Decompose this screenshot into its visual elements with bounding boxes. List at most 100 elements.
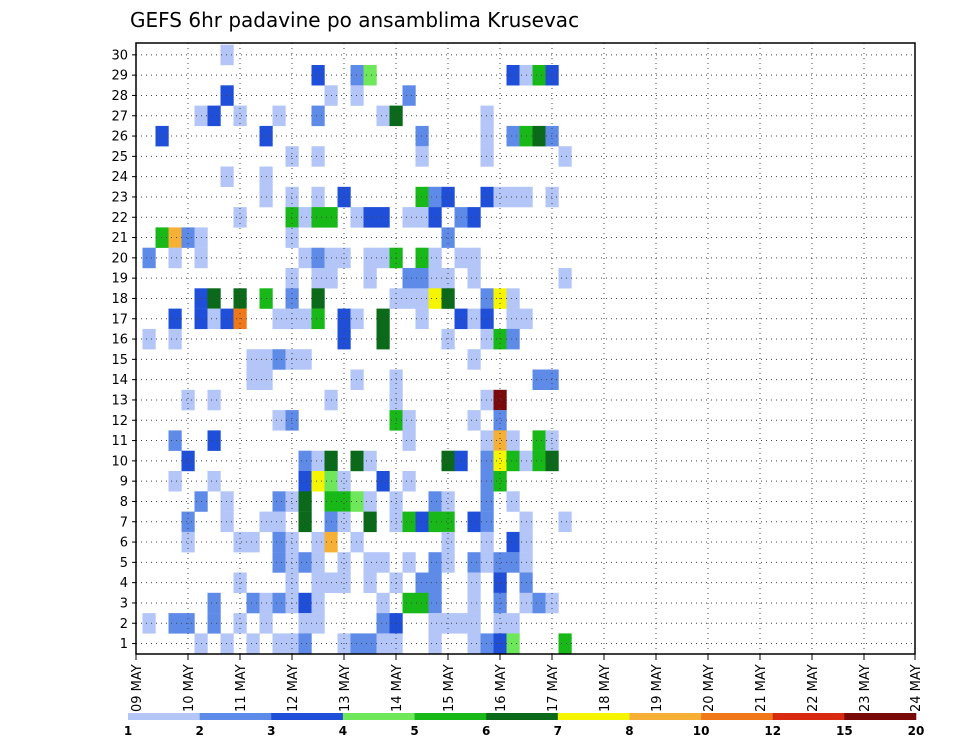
heatmap-cell — [428, 613, 442, 634]
legend-label: 15 — [836, 724, 853, 738]
heatmap-cell — [337, 572, 351, 593]
heatmap-cell — [415, 572, 429, 593]
heatmap-cell — [311, 146, 325, 167]
heatmap-cell — [233, 105, 247, 127]
heatmap-cell — [493, 572, 507, 593]
heatmap-cell — [272, 105, 286, 127]
heatmap-cell — [363, 572, 377, 593]
heatmap-cell — [441, 552, 455, 573]
heatmap-cell — [506, 552, 520, 573]
heatmap-cell — [428, 633, 442, 654]
heatmap-cell — [220, 85, 234, 106]
heatmap-cell — [545, 65, 559, 86]
heatmap-cell — [298, 491, 312, 512]
heatmap-cell — [285, 146, 299, 167]
heatmap-cell — [298, 450, 312, 472]
heatmap-cell — [493, 471, 507, 492]
heatmap-cell — [337, 552, 351, 573]
legend-swatch — [271, 713, 344, 720]
heatmap-cell — [285, 531, 299, 553]
heatmap-cell — [298, 592, 312, 614]
heatmap-cell — [363, 633, 377, 654]
x-tick-label: 18 MAY — [598, 664, 613, 712]
heatmap-cell — [168, 328, 182, 350]
heatmap-cell — [220, 166, 234, 187]
heatmap-cell — [311, 613, 325, 634]
x-tick-label: 23 MAY — [858, 664, 873, 712]
heatmap-cell — [441, 450, 455, 472]
x-tick-label: 22 MAY — [806, 664, 821, 712]
heatmap-cell — [480, 288, 494, 309]
heatmap-cell — [376, 592, 390, 614]
heatmap-cell — [558, 633, 572, 654]
heatmap-cell — [415, 511, 429, 533]
x-tick-label: 12 MAY — [286, 664, 301, 712]
heatmap-cell — [298, 308, 312, 330]
heatmap-cell — [285, 552, 299, 573]
heatmap-cell — [285, 572, 299, 593]
heatmap-cell — [493, 552, 507, 573]
heatmap-cell — [532, 450, 546, 472]
legend-label: 5 — [410, 724, 418, 738]
heatmap-cell — [415, 288, 429, 309]
heatmap-cell — [558, 268, 572, 289]
heatmap-cell — [272, 410, 286, 431]
y-tick-label: 10 — [111, 454, 128, 469]
y-axis: 1234567891011121314151617181920212223242… — [111, 48, 136, 652]
heatmap-cell — [350, 369, 364, 390]
heatmap-cell — [532, 65, 546, 86]
heatmap-cell — [493, 410, 507, 431]
legend-swatch — [342, 713, 415, 720]
heatmap-cell — [311, 450, 325, 472]
heatmap-cell — [363, 511, 377, 533]
legend-label: 1 — [124, 724, 132, 738]
heatmap-cell — [376, 207, 390, 228]
x-tick-label: 16 MAY — [494, 664, 509, 712]
y-tick-label: 30 — [111, 48, 128, 63]
x-tick-label: 19 MAY — [650, 664, 665, 712]
legend-swatch — [844, 713, 917, 720]
x-tick-label: 24 MAY — [909, 664, 924, 712]
legend-label: 12 — [764, 724, 781, 738]
y-tick-label: 28 — [111, 89, 128, 104]
y-tick-label: 18 — [111, 292, 128, 307]
heatmap-cell — [428, 511, 442, 533]
heatmap-cell — [493, 430, 507, 451]
y-tick-label: 26 — [111, 130, 128, 145]
y-tick-label: 11 — [111, 434, 128, 449]
heatmap-cell — [428, 491, 442, 512]
heatmap-cell — [220, 511, 234, 533]
heatmap-cell — [532, 592, 546, 614]
heatmap-cell — [506, 531, 520, 553]
x-tick-label: 17 MAY — [546, 664, 561, 712]
heatmap-cell — [506, 125, 520, 147]
color-legend: 1 2 3 4 5 6 7 8 10 12 15 20 — [124, 713, 924, 738]
heatmap-cell — [363, 65, 377, 86]
heatmap-cell — [220, 44, 234, 66]
heatmap-cell — [337, 186, 351, 208]
heatmap-cell — [363, 268, 377, 289]
heatmap-cell — [311, 288, 325, 309]
heatmap-cell — [428, 572, 442, 593]
heatmap-cell — [363, 207, 377, 228]
x-tick-label: 09 MAY — [130, 664, 145, 712]
heatmap-cell — [467, 572, 481, 593]
x-tick-label: 15 MAY — [442, 664, 457, 712]
y-tick-label: 22 — [111, 211, 128, 226]
heatmap-cell — [350, 450, 364, 472]
heatmap-cell — [207, 105, 221, 127]
heatmap-cell — [506, 308, 520, 330]
heatmap-cell — [181, 450, 195, 472]
heatmap-cell — [285, 491, 299, 512]
heatmap-cell — [415, 146, 429, 167]
heatmap-cell — [480, 389, 494, 411]
y-tick-label: 7 — [120, 515, 128, 530]
heatmap-cell — [363, 491, 377, 512]
heatmap-cell — [376, 633, 390, 654]
legend-label: 10 — [693, 724, 710, 738]
heatmap-cell — [415, 125, 429, 147]
heatmap-cell — [480, 186, 494, 208]
heatmap-cell — [220, 633, 234, 654]
heatmap-cell — [337, 511, 351, 533]
x-tick-label: 20 MAY — [702, 664, 717, 712]
